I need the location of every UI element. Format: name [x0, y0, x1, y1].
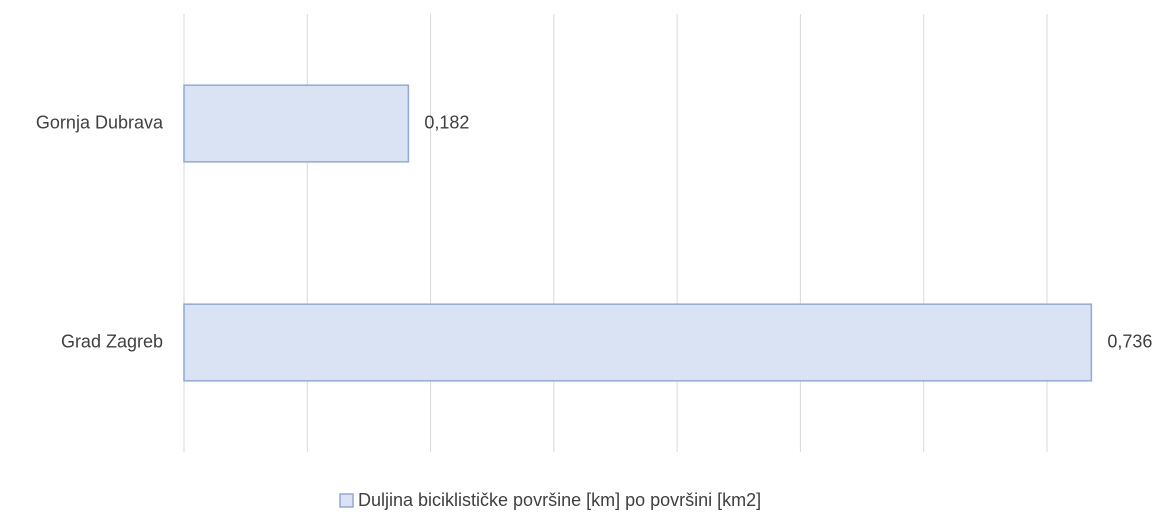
bar [183, 303, 1093, 382]
legend-label: Duljina biciklističke površine [km] po p… [358, 490, 761, 510]
legend-swatch [339, 493, 354, 508]
y-tick-label: Grad Zagreb [61, 331, 163, 351]
y-tick-label: Gornja Dubrava [36, 112, 164, 132]
data-label: 0,182 [424, 112, 469, 132]
data-label: 0,736 [1107, 331, 1152, 351]
bar [183, 84, 410, 163]
